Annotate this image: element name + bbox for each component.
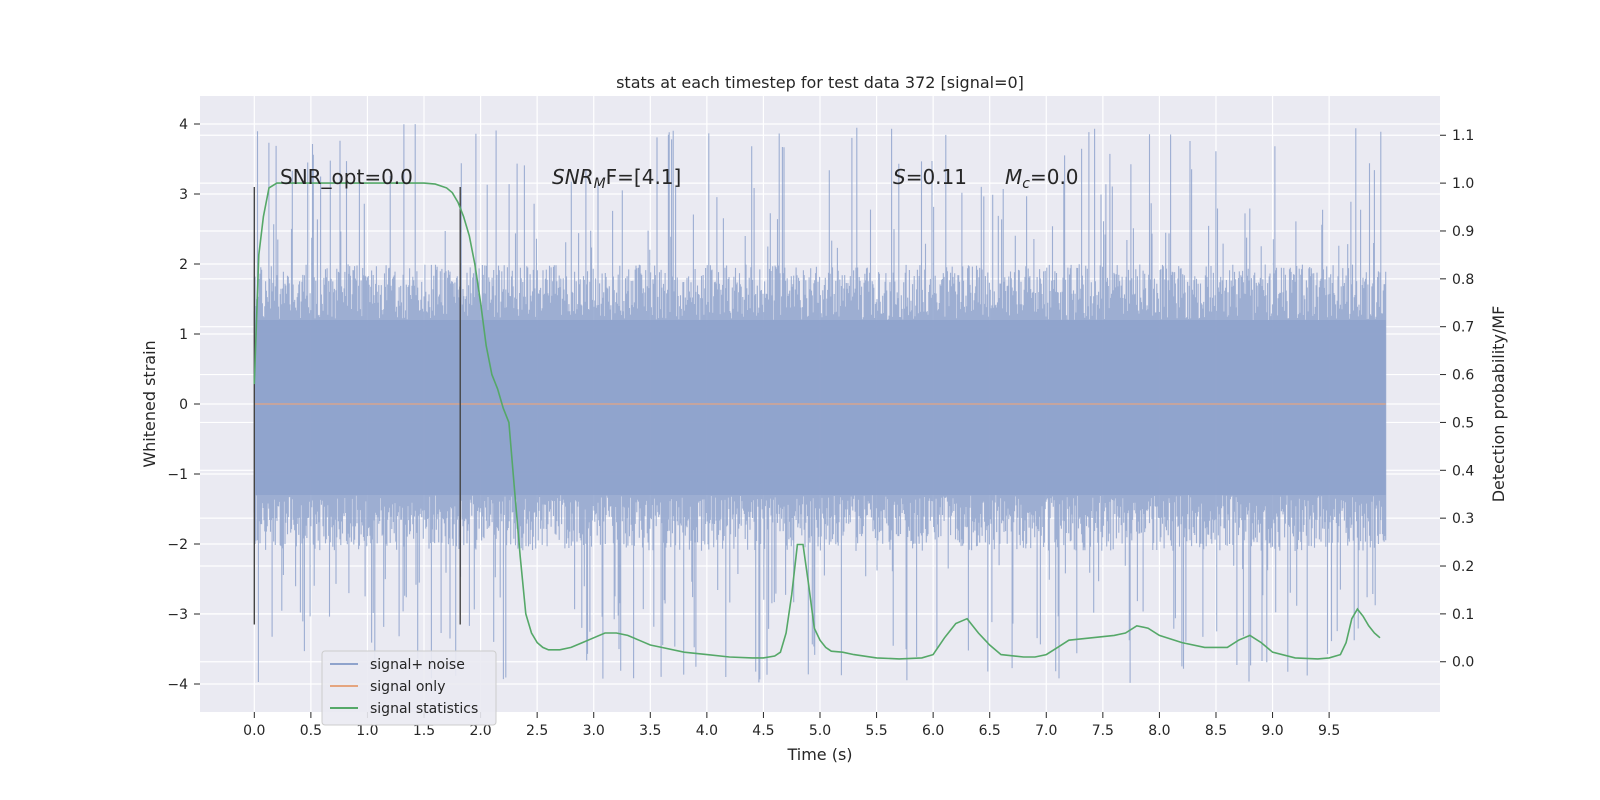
y-tick-label: −1 [167,467,188,483]
x-tick-label: 8.0 [1148,723,1170,739]
s-annotation: S=0.11 [893,165,967,189]
noise-band [254,320,1386,495]
window-markers [253,187,461,625]
x-tick-label: 7.0 [1035,723,1057,739]
y-tick-label: −3 [167,607,188,623]
y-tick-label: 2 [179,257,188,273]
chart-title: stats at each timestep for test data 372… [616,73,1024,92]
y2-tick-label: 0.2 [1452,559,1474,575]
snr-mf-annotation: SNRMF=[4.1] [552,165,681,192]
s-symbol: S [893,165,906,189]
x-tick-label: 1.0 [356,723,378,739]
snr-mf-value: F=[4.1] [606,165,682,189]
right-y-axis-label: Detection probability/MF [1489,306,1508,503]
x-tick-label: 5.0 [809,723,831,739]
y2-tick-label: 0.3 [1452,511,1474,527]
y-axis-ticks: 4 3 2 1 0 −1 −2 −3 −4 [167,117,200,693]
y2-tick-label: 0.4 [1452,463,1474,479]
snr-mf-subscript: M [594,176,606,192]
y2-tick-label: 0.0 [1452,655,1474,671]
x-tick-label: 0.5 [300,723,322,739]
y-tick-label: 3 [179,187,188,203]
y2-tick-label: 0.5 [1452,415,1474,431]
legend-label-signal: signal only [370,679,445,695]
x-tick-label: 2.5 [526,723,548,739]
mc-subscript: c [1022,176,1030,192]
mc-symbol: M [1005,165,1022,189]
legend: signal+ noise signal only signal statist… [321,650,497,726]
legend-box [321,650,497,726]
y2-tick-label: 0.8 [1452,272,1474,288]
signal-statistics-line [253,182,1381,660]
snr-mf-symbol: SNR [552,165,594,189]
x-tick-label: 4.0 [696,723,718,739]
x-tick-label: 9.5 [1318,723,1340,739]
y-tick-label: 0 [179,397,188,413]
x-tick-label: 1.5 [413,723,435,739]
signal-noise-series [253,124,1387,683]
y2-tick-label: 0.7 [1452,320,1474,336]
x-tick-label: 4.5 [752,723,774,739]
y-tick-label: 1 [179,327,188,343]
x-tick-label: 8.5 [1205,723,1227,739]
x-tick-label: 0.0 [243,723,265,739]
y-tick-label: −2 [167,537,188,553]
x-tick-label: 6.0 [922,723,944,739]
y2-tick-label: 0.1 [1452,607,1474,623]
snr-opt-annotation: SNR_opt=0.0 [280,165,413,189]
s-value: =0.11 [906,165,967,189]
x-axis-label: Time (s) [786,745,852,764]
y-tick-label: −4 [167,677,188,693]
x-tick-label: 3.5 [639,723,661,739]
legend-label-statistics: signal statistics [370,701,478,717]
x-tick-label: 5.5 [865,723,887,739]
right-y-axis-ticks: 1.1 1.0 0.9 0.8 0.7 0.6 0.5 0.4 0.3 0.2 0.1 0.0 [1440,128,1474,671]
x-axis-ticks: 0.0 0.5 1.0 1.5 2.0 2.5 3.0 3.5 4.0 4.5 5.0 5.5 6.0 6… [243,712,1340,739]
x-tick-label: 2.0 [469,723,491,739]
x-tick-label: 3.0 [583,723,605,739]
x-tick-label: 7.5 [1092,723,1114,739]
mc-value: =0.0 [1030,165,1079,189]
y-tick-label: 4 [179,117,188,133]
y2-tick-label: 0.6 [1452,368,1474,384]
x-tick-label: 9.0 [1261,723,1283,739]
x-tick-label: 6.5 [979,723,1001,739]
legend-label-noise: signal+ noise [370,657,465,673]
y2-tick-label: 0.9 [1452,224,1474,240]
mc-annotation: Mc=0.0 [1005,165,1079,192]
y-axis-label: Whitened strain [140,340,159,467]
y2-tick-label: 1.1 [1452,128,1474,144]
y2-tick-label: 1.0 [1452,176,1474,192]
